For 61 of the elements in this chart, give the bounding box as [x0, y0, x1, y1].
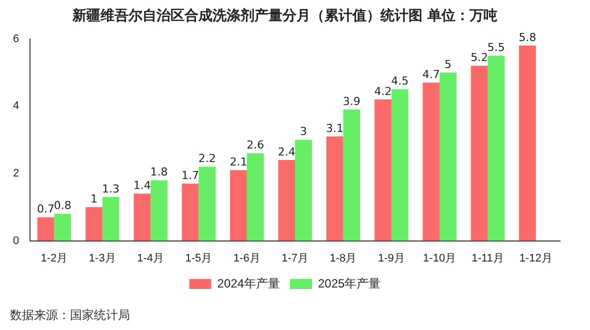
data-label: 5 [444, 58, 452, 71]
x-tick-label: 1-11月 [472, 252, 504, 264]
data-label: 2.1 [230, 155, 248, 168]
data-label: 1.8 [150, 166, 168, 179]
source-note: 数据来源：国家统计局 [10, 307, 130, 324]
data-label: 5.8 [518, 30, 536, 44]
x-tick-label: 1-9月 [378, 252, 405, 264]
data-label: 4.2 [374, 84, 392, 98]
bar [246, 153, 264, 241]
bar [343, 110, 360, 241]
bar [519, 46, 536, 241]
data-label: 4.7 [422, 68, 440, 81]
data-label: 2.4 [278, 145, 296, 158]
data-label: 0.8 [54, 199, 72, 212]
x-tick-label: 1-5月 [185, 252, 212, 264]
x-tick-label: 1-7月 [282, 252, 309, 264]
bar [134, 194, 151, 241]
bar [54, 214, 72, 241]
bar [422, 82, 440, 241]
y-tick-label: 2 [12, 168, 20, 180]
y-tick-label: 0 [12, 234, 20, 247]
x-tick-label: 1-12月 [519, 252, 552, 264]
data-label: 1.4 [133, 179, 151, 192]
bar [391, 89, 408, 241]
bar [37, 217, 54, 241]
bar [374, 99, 392, 241]
y-tick-label: 4 [12, 100, 20, 112]
legend-label: 2024年产量 [217, 276, 280, 290]
data-label: 1 [90, 192, 98, 206]
data-label: 0.7 [37, 202, 55, 216]
data-label: 1.3 [102, 182, 120, 196]
bar [102, 197, 120, 241]
data-label: 1.7 [182, 168, 200, 182]
bar [440, 72, 456, 241]
data-label: 3.1 [326, 122, 344, 135]
bar [86, 207, 102, 241]
data-label: 2.2 [198, 152, 216, 166]
data-label: 5.2 [470, 51, 488, 64]
x-tick-label: 1-2月 [40, 252, 68, 264]
bar [470, 66, 488, 241]
x-tick-label: 1-10月 [423, 252, 456, 264]
x-tick-label: 1-8月 [330, 252, 357, 264]
bar [198, 166, 216, 241]
bar [326, 136, 344, 241]
chart-title: 新疆维吾尔自治区合成洗涤剂产量分月（累计值）统计图 单位：万吨 [72, 7, 498, 24]
bar [295, 140, 312, 241]
bar [150, 180, 168, 241]
x-tick-label: 1-4月 [137, 252, 164, 264]
legend-label: 2025年产量 [318, 276, 381, 290]
data-label: 3 [300, 125, 307, 138]
y-tick-label: 6 [12, 32, 20, 45]
bar [488, 56, 505, 241]
data-label: 4.5 [391, 74, 409, 88]
data-label: 3.9 [342, 94, 360, 108]
data-label: 5.5 [487, 40, 505, 54]
bar [182, 184, 199, 241]
data-label: 2.6 [246, 138, 264, 152]
x-tick-label: 1-3月 [88, 252, 116, 264]
x-tick-label: 1-6月 [233, 252, 260, 264]
bar [278, 160, 296, 241]
bar [230, 170, 247, 241]
